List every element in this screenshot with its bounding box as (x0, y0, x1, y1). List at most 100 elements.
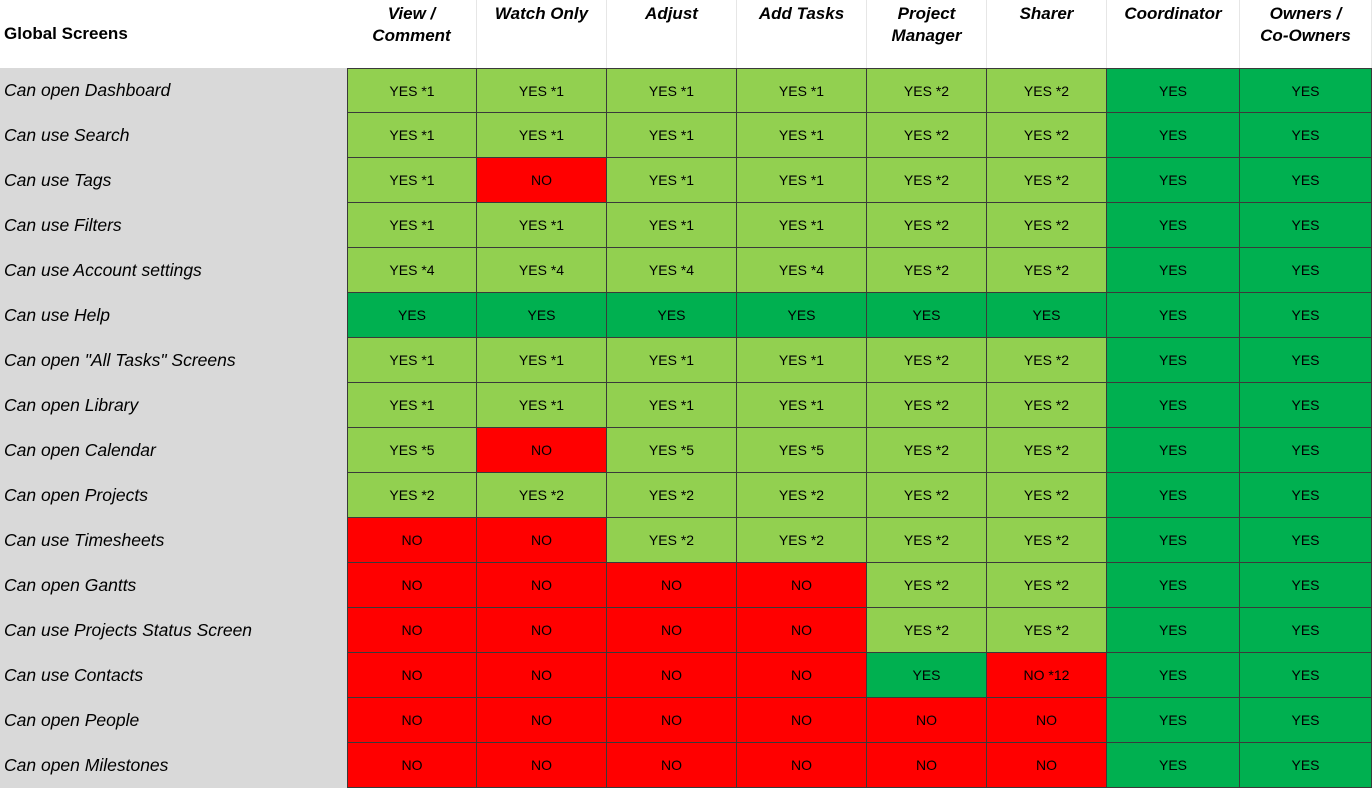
permission-cell: YES *1 (737, 203, 867, 248)
permission-cell: YES (1240, 518, 1372, 563)
column-header-add-tasks: Add Tasks (737, 0, 867, 68)
permission-cell: YES *1 (737, 383, 867, 428)
permission-cell: YES *1 (737, 158, 867, 203)
permission-cell: YES (1240, 248, 1372, 293)
permission-cell: YES *2 (737, 473, 867, 518)
permission-cell: YES *1 (347, 113, 477, 158)
permission-cell: YES (1240, 743, 1372, 788)
permission-cell: YES (1240, 383, 1372, 428)
row-label-can-use-account-settings: Can use Account settings (0, 248, 347, 293)
column-header-project-manager: Project Manager (867, 0, 987, 68)
permission-cell: NO (867, 698, 987, 743)
permission-cell: YES (1240, 113, 1372, 158)
permission-cell: YES *4 (737, 248, 867, 293)
permission-cell: YES *1 (737, 68, 867, 113)
permission-cell: YES *1 (477, 68, 607, 113)
permission-cell: YES *1 (607, 158, 737, 203)
permission-cell: YES *2 (987, 428, 1107, 473)
permission-cell: YES *1 (607, 68, 737, 113)
row-label-can-open-people: Can open People (0, 698, 347, 743)
permission-cell: YES (1107, 248, 1240, 293)
permission-cell: YES *2 (987, 68, 1107, 113)
permission-cell: NO (607, 698, 737, 743)
permission-cell: YES *2 (867, 158, 987, 203)
permission-cell: YES (1107, 698, 1240, 743)
permission-cell: YES (607, 293, 737, 338)
row-label-can-open-dashboard: Can open Dashboard (0, 68, 347, 113)
column-header-view-comment: View / Comment (347, 0, 477, 68)
row-label-can-use-contacts: Can use Contacts (0, 653, 347, 698)
permission-cell: YES *1 (477, 383, 607, 428)
permission-cell: YES *2 (607, 473, 737, 518)
permission-cell: YES (347, 293, 477, 338)
permission-cell: YES *2 (737, 518, 867, 563)
permission-cell: YES *5 (607, 428, 737, 473)
permission-cell: YES *5 (737, 428, 867, 473)
permission-cell: YES *1 (477, 113, 607, 158)
permission-cell: NO (607, 563, 737, 608)
permission-cell: NO (347, 608, 477, 653)
permission-cell: YES *2 (867, 113, 987, 158)
row-label-can-use-search: Can use Search (0, 113, 347, 158)
permission-cell: YES (867, 653, 987, 698)
permission-cell: YES *2 (987, 518, 1107, 563)
permission-cell: YES *2 (987, 383, 1107, 428)
permission-cell: YES (1107, 473, 1240, 518)
permission-cell: YES (1107, 68, 1240, 113)
column-header-owners-co-owners: Owners / Co-Owners (1240, 0, 1372, 68)
permission-cell: YES *2 (477, 473, 607, 518)
permission-cell: NO (347, 743, 477, 788)
column-header-sharer: Sharer (987, 0, 1107, 68)
permission-cell: YES *2 (867, 68, 987, 113)
permission-cell: YES (1107, 113, 1240, 158)
permission-cell: YES (1107, 158, 1240, 203)
permission-cell: NO (607, 608, 737, 653)
column-header-coordinator: Coordinator (1107, 0, 1240, 68)
permission-cell: NO (477, 428, 607, 473)
permission-cell: YES (1240, 608, 1372, 653)
permission-cell: YES (1240, 158, 1372, 203)
permission-cell: YES *2 (867, 248, 987, 293)
permission-cell: YES *2 (987, 338, 1107, 383)
permission-cell: YES *2 (987, 248, 1107, 293)
permission-cell: YES (1240, 338, 1372, 383)
permission-cell: YES (1107, 428, 1240, 473)
permission-cell: NO (737, 563, 867, 608)
permission-cell: YES *1 (477, 338, 607, 383)
permission-cell: NO (987, 698, 1107, 743)
row-label-can-open-calendar: Can open Calendar (0, 428, 347, 473)
permission-cell: NO (607, 653, 737, 698)
permission-cell: NO (477, 743, 607, 788)
column-header-adjust: Adjust (607, 0, 737, 68)
permission-cell: YES (867, 293, 987, 338)
row-label-can-open-all-tasks-screens: Can open "All Tasks" Screens (0, 338, 347, 383)
permission-cell: YES *1 (607, 203, 737, 248)
permission-cell: YES (1107, 608, 1240, 653)
permission-cell: YES *1 (347, 338, 477, 383)
permission-cell: YES (1107, 383, 1240, 428)
permission-cell: YES *1 (477, 203, 607, 248)
permission-cell: NO (477, 563, 607, 608)
permission-cell: YES *2 (987, 473, 1107, 518)
permission-cell: NO (987, 743, 1107, 788)
permission-cell: YES (1107, 653, 1240, 698)
row-label-can-open-milestones: Can open Milestones (0, 743, 347, 788)
permission-cell: YES *1 (737, 113, 867, 158)
permission-cell: YES *2 (867, 563, 987, 608)
permission-cell: YES (1107, 743, 1240, 788)
permission-cell: YES *4 (607, 248, 737, 293)
permission-cell: NO *12 (987, 653, 1107, 698)
permission-cell: YES *1 (607, 113, 737, 158)
permission-cell: YES (987, 293, 1107, 338)
permission-cell: YES (1240, 653, 1372, 698)
permission-cell: NO (477, 698, 607, 743)
permission-cell: NO (477, 158, 607, 203)
row-label-can-open-library: Can open Library (0, 383, 347, 428)
permission-cell: YES *4 (347, 248, 477, 293)
permission-cell: YES (1107, 518, 1240, 563)
permission-cell: NO (737, 608, 867, 653)
permission-cell: YES (1107, 203, 1240, 248)
permission-cell: NO (477, 518, 607, 563)
permission-cell: YES *2 (867, 473, 987, 518)
